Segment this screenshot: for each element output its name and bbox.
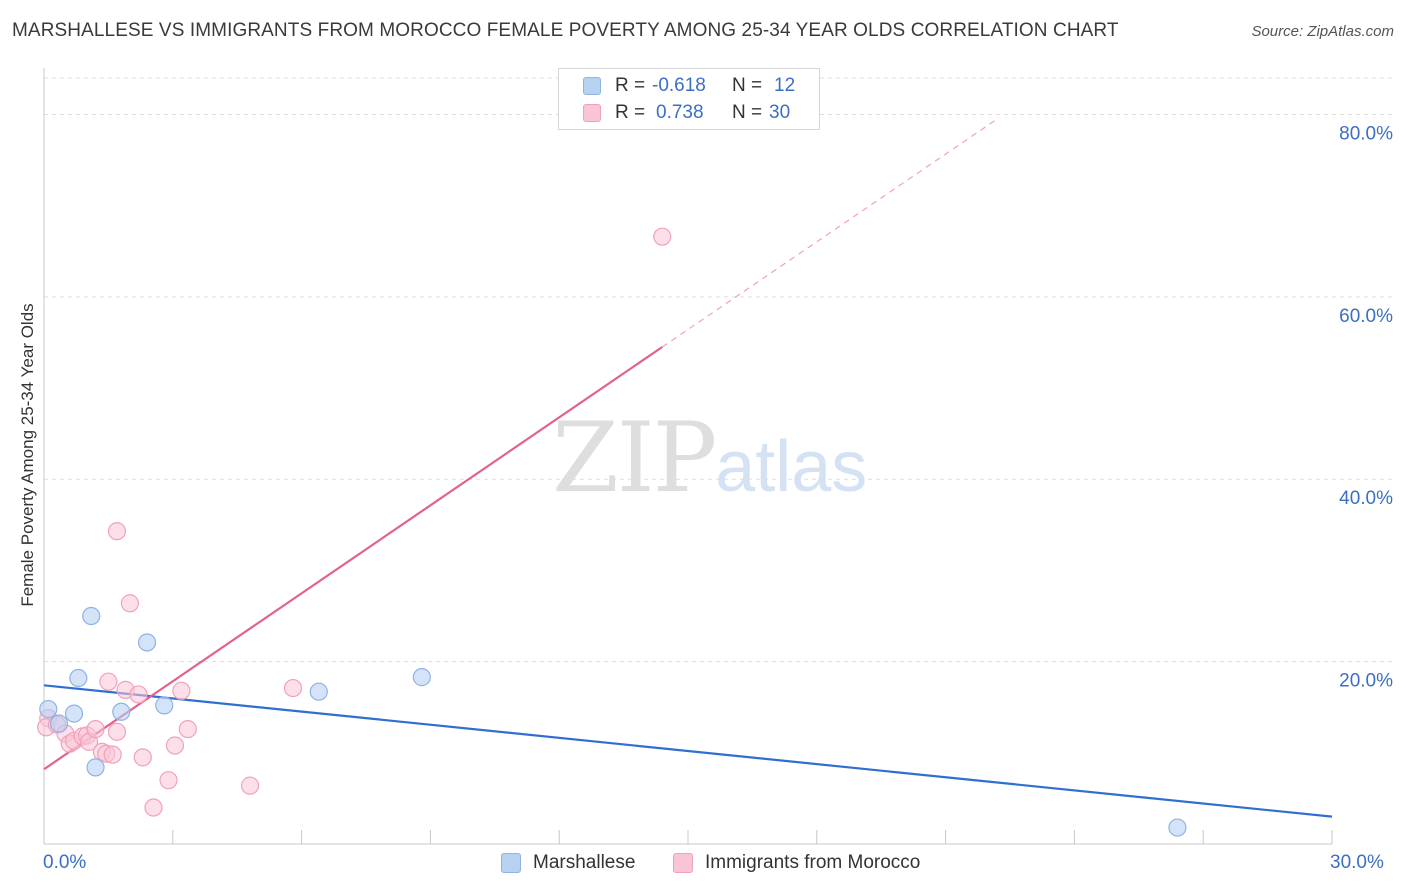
data-point-morocco: [653, 227, 672, 246]
legend-label-marshallese: Marshallese: [533, 852, 636, 873]
watermark-zip: ZIP: [552, 402, 717, 514]
source-credit: Source: ZipAtlas.com: [1251, 23, 1394, 40]
data-point-marshallese: [112, 702, 131, 721]
gridlines: [44, 77, 1392, 663]
data-point-morocco: [178, 719, 197, 739]
data-point-marshallese: [49, 714, 69, 733]
data-point-marshallese: [39, 699, 58, 719]
legend-r-label: R =: [615, 102, 646, 123]
x-tick-label-max: 30.0%: [1330, 852, 1384, 873]
data-point-morocco: [144, 798, 163, 817]
data-point-marshallese: [412, 668, 431, 687]
data-point-morocco: [240, 776, 260, 795]
data-point-marshallese: [82, 606, 101, 626]
data-point-morocco: [172, 681, 191, 700]
watermark-atlas: atlas: [715, 427, 868, 507]
data-point-marshallese: [69, 668, 88, 688]
watermark: ZIPatlas: [552, 402, 867, 514]
data-point-morocco: [159, 771, 178, 790]
data-point-morocco: [86, 719, 105, 739]
legend-r-label: R =: [615, 75, 646, 96]
data-point-morocco: [133, 748, 152, 767]
legend-swatch-blue: [501, 853, 521, 873]
data-point-morocco: [283, 678, 303, 698]
y-tick-label: 20.0%: [1339, 671, 1393, 692]
data-point-morocco: [165, 736, 185, 755]
trend-line-morocco-extension: [661, 118, 998, 348]
data-point-morocco: [120, 594, 139, 613]
data-point-morocco: [103, 745, 122, 764]
data-point-morocco: [107, 522, 127, 541]
data-point-morocco: [107, 722, 127, 741]
legend-n-label: N =: [732, 75, 763, 96]
y-tick-labels: 20.0% 40.0% 60.0% 80.0%: [1339, 123, 1393, 691]
axes: [43, 68, 1333, 845]
legend-swatch-pink: [673, 853, 693, 873]
data-point-marshallese: [64, 704, 84, 723]
data-point-marshallese: [155, 696, 174, 715]
legend-n-label: N =: [732, 102, 763, 123]
data-point-morocco: [129, 685, 148, 704]
data-point-marshallese: [137, 633, 157, 652]
legend-swatch-pink: [583, 104, 601, 122]
y-axis-label: Female Poverty Among 25-34 Year Olds: [18, 303, 37, 607]
chart-title: MARSHALLESE VS IMMIGRANTS FROM MOROCCO F…: [12, 20, 1119, 41]
y-tick-label: 60.0%: [1339, 306, 1393, 327]
data-points: [37, 227, 1187, 837]
data-point-marshallese: [86, 758, 105, 777]
data-point-marshallese: [1168, 818, 1187, 837]
trend-lines: [43, 118, 1333, 818]
y-tick-label: 40.0%: [1339, 488, 1393, 509]
x-tick-label-min: 0.0%: [43, 852, 87, 873]
y-tick-label: 80.0%: [1339, 123, 1393, 144]
trend-line-morocco: [43, 346, 663, 771]
legend-r-value: -0.618: [652, 75, 706, 96]
legend-n-value: 30: [769, 102, 791, 123]
legend-label-morocco: Immigrants from Morocco: [705, 852, 921, 873]
legend-swatch-blue: [583, 77, 601, 95]
legend-n-value: 12: [774, 75, 796, 96]
trend-line-marshallese: [43, 684, 1333, 818]
legend-r-value: 0.738: [656, 102, 704, 123]
data-point-marshallese: [309, 682, 328, 701]
data-point-morocco: [99, 672, 118, 691]
correlation-legend: R = -0.618 N = 12 R = 0.738 N = 30: [558, 68, 820, 130]
